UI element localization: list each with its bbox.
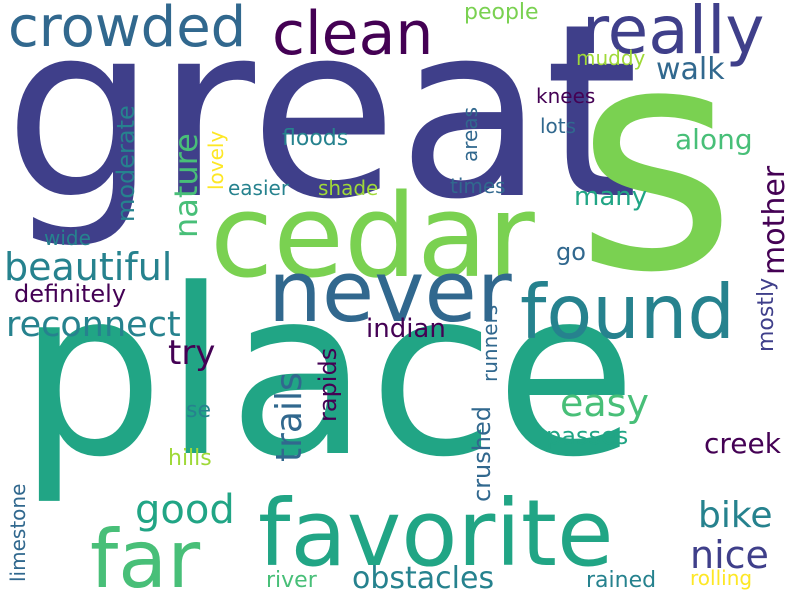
word-easy: easy bbox=[560, 381, 649, 425]
word-go: go bbox=[556, 238, 586, 266]
word-areas: areas bbox=[458, 106, 482, 162]
word-s: s bbox=[575, 0, 737, 341]
word-obstacles: obstacles bbox=[352, 561, 495, 596]
word-rapids: rapids bbox=[314, 347, 342, 422]
word-hills: hills bbox=[168, 446, 212, 471]
word-rained: rained bbox=[586, 568, 657, 593]
word-bike: bike bbox=[698, 495, 773, 536]
word-walk: walk bbox=[656, 52, 725, 87]
word-beautiful: beautiful bbox=[4, 245, 173, 289]
word-runners: runners bbox=[478, 304, 502, 382]
word-trails: trails bbox=[269, 372, 310, 462]
word-creek: creek bbox=[704, 427, 781, 460]
word-place: place bbox=[18, 241, 637, 508]
word-never: never bbox=[268, 243, 512, 342]
word-floods: floods bbox=[282, 126, 349, 151]
word-moderate: moderate bbox=[112, 105, 140, 222]
word-passes: passes bbox=[546, 422, 629, 450]
word-lots: lots bbox=[540, 114, 577, 138]
word-great: great bbox=[4, 0, 639, 252]
word-shade: shade bbox=[318, 176, 379, 200]
word-really: really bbox=[582, 0, 765, 69]
word-indian: indian bbox=[366, 314, 446, 344]
word-definitely: definitely bbox=[14, 280, 127, 308]
word-favorite: favorite bbox=[258, 480, 614, 587]
word-river: river bbox=[266, 568, 317, 593]
word-nature: nature bbox=[167, 133, 205, 238]
word-clean: clean bbox=[272, 0, 434, 69]
word-found: found bbox=[520, 268, 735, 356]
word-crushed: crushed bbox=[468, 406, 496, 502]
word-people: people bbox=[464, 0, 539, 25]
word-cedar: cedar bbox=[210, 170, 535, 304]
word-nice: nice bbox=[690, 533, 769, 577]
word-along: along bbox=[675, 123, 753, 156]
word-rolling: rolling bbox=[690, 566, 753, 590]
word-mother: mother bbox=[757, 165, 792, 275]
word-mostly: mostly bbox=[754, 277, 779, 352]
word-reconnect: reconnect bbox=[6, 305, 181, 345]
word-se: se bbox=[186, 398, 211, 423]
word-good: good bbox=[135, 487, 235, 533]
word-far: far bbox=[90, 513, 201, 600]
word-knees: knees bbox=[536, 84, 596, 108]
word-times: times bbox=[450, 174, 506, 198]
word-limestone: limestone bbox=[6, 483, 30, 582]
word-muddy: muddy bbox=[576, 46, 646, 70]
word-crowded: crowded bbox=[8, 0, 247, 60]
word-try: try bbox=[168, 333, 216, 373]
word-many: many bbox=[574, 182, 648, 212]
word-wide: wide bbox=[44, 226, 91, 250]
word-easier: easier bbox=[228, 176, 290, 200]
word-lovely: lovely bbox=[204, 130, 228, 190]
